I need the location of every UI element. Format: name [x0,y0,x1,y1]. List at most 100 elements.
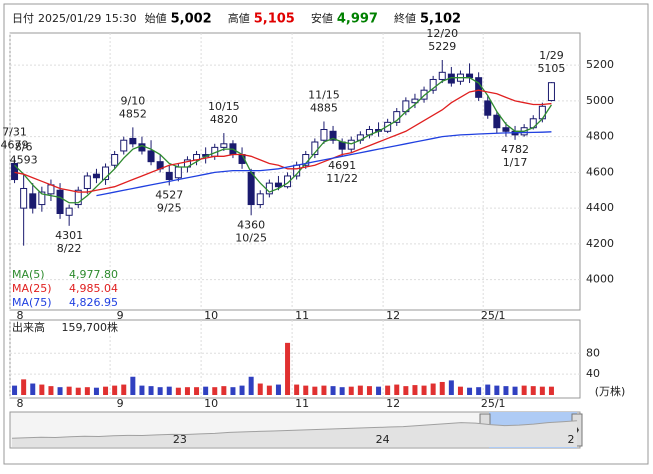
volume-bar [121,384,127,395]
volume-unit: (万株) [595,384,626,398]
annotation-date: 11/22 [326,172,358,185]
annotation-price: 4885 [310,101,338,114]
y-tick-label: 80 [586,346,600,359]
navigator-label: 24 [376,433,390,446]
volume-bar [321,385,327,395]
volume-bar [139,385,145,395]
volume-bar [130,376,136,395]
candle-body [247,171,255,206]
navigator-label: 23 [173,433,187,446]
candle-body [256,193,264,206]
candle-body [147,150,155,163]
legend-value: 4,826.95 [69,296,118,309]
volume-bar [221,386,227,395]
annotation-date: 7/31 [2,125,27,138]
volume-bar [539,386,545,395]
volume-bar [285,342,291,395]
candle-body [92,173,100,179]
legend-value: 4,985.04 [69,282,118,295]
volume-bar [430,383,436,395]
candle-body [38,191,46,206]
volume-bar [403,386,409,395]
volume-bar [476,387,482,395]
annotation-price: 4527 [155,188,183,201]
candle-body [484,100,492,116]
field-value: 5,105 [254,12,295,27]
field-label: 始値 [145,11,167,25]
x-tick-label: 11 [295,397,309,410]
volume-bar [494,385,500,395]
annotation-price: 4691 [328,159,356,172]
volume-bar [485,384,491,395]
y-tick-label: 40 [586,367,600,380]
candle-body [56,189,64,214]
volume-bar [339,387,345,395]
legend-name: MA(75) [12,296,52,309]
candle-body [165,171,173,181]
y-tick-label: 5200 [586,58,614,71]
volume-bar [394,384,400,395]
field-label: 高値 [228,11,250,25]
annotation-date: 1/17 [503,156,528,169]
candle-body [220,143,228,148]
x-tick-label: 10 [204,309,218,322]
volume-bar [57,387,63,395]
volume-title: 出来高 [12,320,45,334]
volume-bar [366,386,372,395]
y-tick-label: 4200 [586,237,614,250]
volume-bar [348,386,354,395]
volume-bar [75,387,81,395]
field-value: 5,102 [420,12,461,27]
field-label: 終値 [394,11,416,25]
annotation-price: 4301 [55,229,83,242]
field-value: 5,002 [171,12,212,27]
candle-body [384,121,392,132]
volume-bar [157,387,163,395]
candle-body [538,105,546,120]
x-tick-label: 12 [386,397,400,410]
volume-bar [385,385,391,395]
candle-body [138,143,146,152]
annotation-date: 1/29 [539,49,564,62]
date-value: 2025/01/29 15:30 [38,12,137,25]
candle-body [438,71,446,80]
annotation-price: 5229 [428,40,456,53]
volume-bar [330,386,336,395]
volume-bar [12,385,18,395]
candle-body [83,175,91,189]
annotation-date: 12/20 [426,27,458,40]
volume-bar [84,387,90,395]
volume-bar [412,385,418,395]
volume-bar [266,385,272,395]
candle-body [502,127,510,132]
candle-body [320,129,328,141]
volume-bar [503,386,509,395]
annotation-date: 8/22 [57,242,82,255]
y-tick-label: 5000 [586,94,614,107]
x-tick-label: 9 [117,397,124,410]
candle-body [129,137,137,145]
volume-bar [93,387,99,395]
field-value: 4,997 [337,12,378,27]
volume-bar [448,380,454,395]
volume-bar [521,385,527,395]
volume-bar [203,386,209,395]
navigator-label: 2 [568,433,575,446]
candle-body [29,193,37,209]
candle-body [102,166,110,181]
candle-body [20,187,28,209]
volume-bar [166,386,172,395]
volume-bar [312,386,318,395]
x-tick-label: 25/1 [481,309,506,322]
volume-bar [39,384,45,395]
y-tick-label: 4600 [586,165,614,178]
x-tick-label: 12 [386,309,400,322]
volume-bar [275,384,281,395]
candle-body [274,182,282,188]
volume-bar [439,381,445,395]
y-tick-label: 4000 [586,273,614,286]
candle-body [65,207,73,216]
volume-bar [357,385,363,395]
x-tick-label: 8 [17,397,24,410]
candle-body [284,175,292,188]
